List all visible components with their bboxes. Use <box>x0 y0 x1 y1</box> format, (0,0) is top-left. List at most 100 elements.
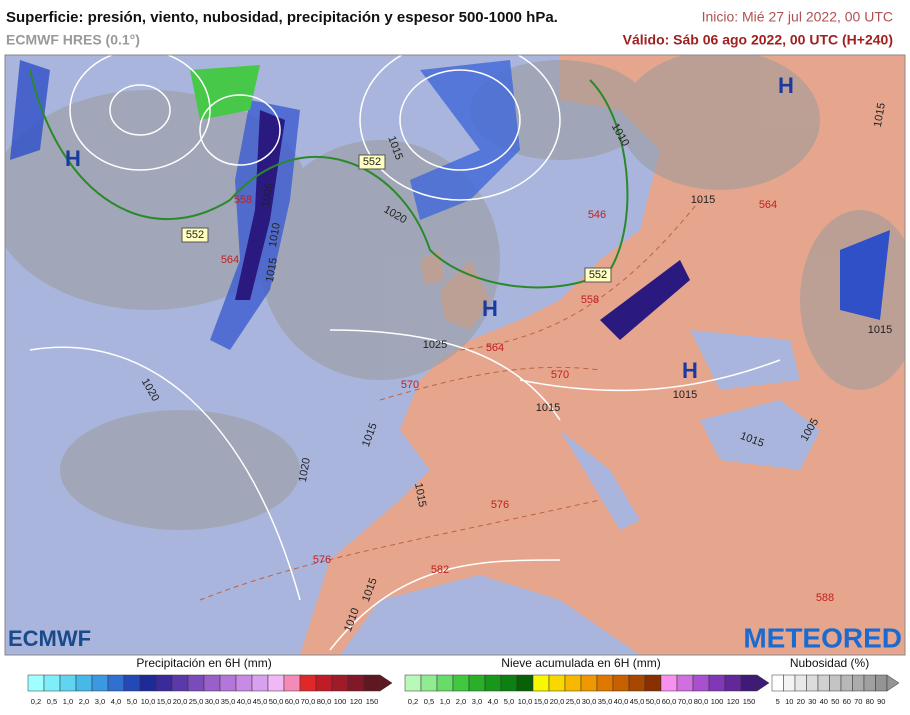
legend-swatch <box>404 674 422 692</box>
isobar-label: 1015 <box>872 102 888 128</box>
legend-swatch <box>516 674 534 692</box>
legend-swatch <box>794 674 807 692</box>
thickness-label: 570 <box>551 369 569 381</box>
legend-swatch <box>251 674 269 692</box>
legend-swatch <box>644 674 662 692</box>
legend-label: 150 <box>366 697 379 706</box>
legend-label: 30,0 <box>205 697 220 706</box>
thickness-label: 564 <box>221 254 239 266</box>
isobar-label: 1005 <box>260 182 276 208</box>
legend-label: 15,0 <box>157 697 172 706</box>
legend-swatch <box>107 674 125 692</box>
legend-swatch <box>420 674 438 692</box>
legend-label: 4,0 <box>488 697 498 706</box>
legend-swatch <box>628 674 646 692</box>
isobar-label: 1015 <box>673 389 697 401</box>
legend-label: 0,5 <box>424 697 434 706</box>
legend-label: 1,0 <box>440 697 450 706</box>
legend-swatch <box>452 674 470 692</box>
legend-swatch <box>267 674 285 692</box>
legend-label: 30,0 <box>582 697 597 706</box>
legend-label: 3,0 <box>472 697 482 706</box>
isobar-label: 1010 <box>267 222 283 248</box>
legend-swatch <box>27 674 45 692</box>
map-frame <box>4 54 906 656</box>
legend-swatch <box>155 674 173 692</box>
legend-arrow <box>379 674 393 692</box>
map <box>5 55 905 655</box>
legend-swatch <box>806 674 819 692</box>
legend-label: 2,0 <box>456 697 466 706</box>
legend-swatch <box>708 674 726 692</box>
legend-label: 2,0 <box>79 697 89 706</box>
legend-swatch <box>171 674 189 692</box>
legend-label: 10 <box>785 697 793 706</box>
legend-label: 100 <box>334 697 347 706</box>
legend-title: Nieve acumulada en 6H (mm) <box>501 656 660 670</box>
isobar-label: 1015 <box>691 194 715 206</box>
legend-swatch <box>59 674 77 692</box>
legend-label: 25,0 <box>566 697 581 706</box>
legend-label: 10,0 <box>518 697 533 706</box>
legend-swatch <box>203 674 221 692</box>
legend-label: 90 <box>877 697 885 706</box>
legend-swatch <box>863 674 876 692</box>
legend-arrow <box>756 674 770 692</box>
legend-swatch <box>852 674 865 692</box>
legend-swatch <box>612 674 630 692</box>
legend-swatch <box>724 674 742 692</box>
thickness-label: 576 <box>491 499 509 511</box>
legend-label: 50,0 <box>269 697 284 706</box>
isobar-label: 1025 <box>423 339 447 351</box>
legend-swatch <box>468 674 486 692</box>
legend-label: 15,0 <box>534 697 549 706</box>
isobar-label: 1015 <box>536 402 560 414</box>
thickness-label: 558 <box>234 194 252 206</box>
legend-swatch <box>532 674 550 692</box>
thickness-label: 576 <box>313 554 331 566</box>
thickness-label: 564 <box>759 199 777 211</box>
legend-label: 50,0 <box>646 697 661 706</box>
legend-swatch <box>331 674 349 692</box>
legend-label: 35,0 <box>598 697 613 706</box>
legend-swatch <box>875 674 888 692</box>
isobar-label: 1020 <box>297 457 313 483</box>
thickness-box <box>181 227 209 243</box>
legend-label: 60,0 <box>285 697 300 706</box>
thickness-label: 588 <box>816 592 834 604</box>
legend-label: 70,0 <box>678 697 693 706</box>
thickness-label: 552 <box>363 156 381 168</box>
legend-swatch <box>500 674 518 692</box>
precipitation <box>10 60 890 350</box>
isobar-lines <box>29 55 781 651</box>
legend-swatch <box>564 674 582 692</box>
legend-swatch <box>580 674 598 692</box>
legend-swatch <box>235 674 253 692</box>
high-pressure: H <box>482 296 498 321</box>
legend-label: 80 <box>866 697 874 706</box>
legend-title: Nubosidad (%) <box>790 656 869 670</box>
logo-right: METEORED <box>743 622 902 653</box>
legend-label: 0,2 <box>31 697 41 706</box>
legend-label: 5,0 <box>504 697 514 706</box>
legend-label: 35,0 <box>221 697 236 706</box>
legend-label: 120 <box>727 697 740 706</box>
thickness-label: 558 <box>581 294 599 306</box>
legend-label: 10,0 <box>141 697 156 706</box>
high-pressure: H <box>778 73 794 98</box>
legend-label: 5 <box>776 697 780 706</box>
legend-label: 0,2 <box>408 697 418 706</box>
legend-label: 3,0 <box>95 697 105 706</box>
legend-swatch <box>91 674 109 692</box>
legend-swatch <box>740 674 758 692</box>
legend-label: 80,0 <box>694 697 709 706</box>
legend-label: 45,0 <box>253 697 268 706</box>
legend-label: 80,0 <box>317 697 332 706</box>
legend-swatch <box>363 674 381 692</box>
legend-label: 20,0 <box>173 697 188 706</box>
legend-label: 120 <box>350 697 363 706</box>
thickness-552-line <box>29 69 629 289</box>
legend-swatch <box>315 674 333 692</box>
legend-label: 40 <box>820 697 828 706</box>
